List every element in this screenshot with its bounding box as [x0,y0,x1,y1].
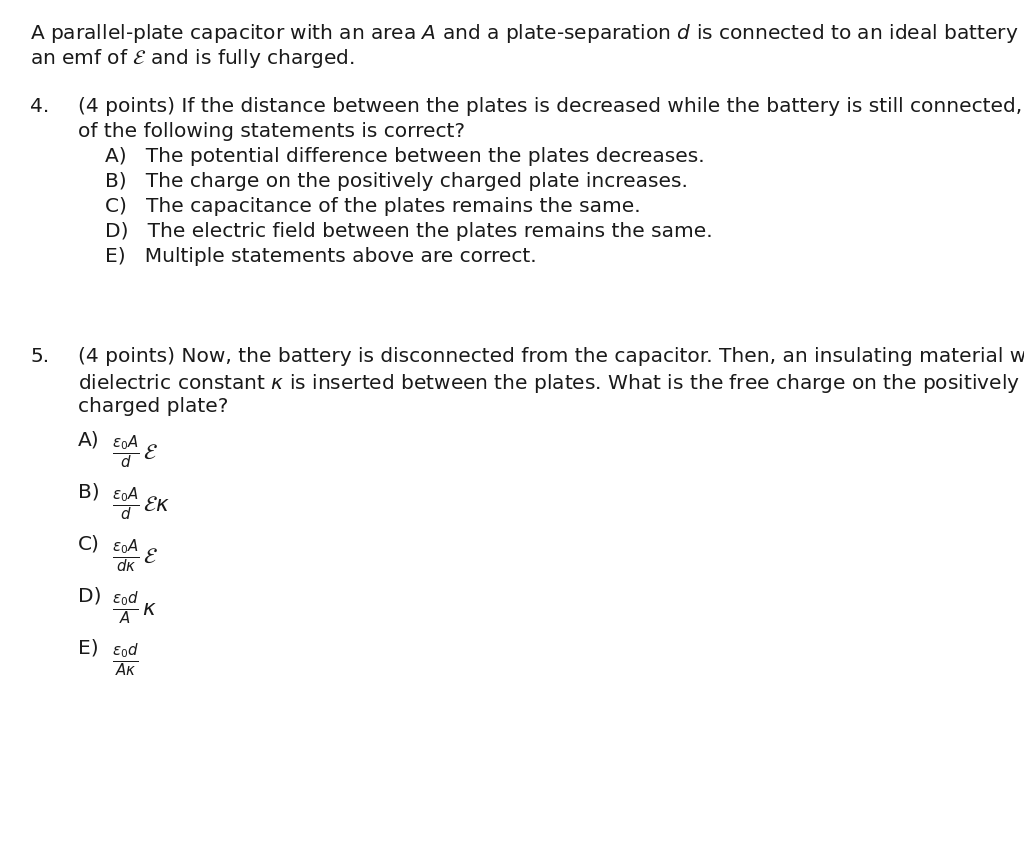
Text: A): A) [78,430,99,449]
Text: 5.: 5. [30,347,49,366]
Text: $\frac{\epsilon_0 A}{d}\,\mathcal{E}$: $\frac{\epsilon_0 A}{d}\,\mathcal{E}$ [112,434,159,471]
Text: E)   Multiple statements above are correct.: E) Multiple statements above are correct… [105,247,537,266]
Text: 4.: 4. [30,97,49,116]
Text: $\frac{\epsilon_0 d}{A\kappa}$: $\frac{\epsilon_0 d}{A\kappa}$ [112,642,139,679]
Text: $\frac{\epsilon_0 d}{A}\,\kappa$: $\frac{\epsilon_0 d}{A}\,\kappa$ [112,590,158,627]
Text: (4 points) Now, the battery is disconnected from the capacitor. Then, an insulat: (4 points) Now, the battery is disconnec… [78,347,1024,366]
Text: of the following statements is correct?: of the following statements is correct? [78,122,465,141]
Text: charged plate?: charged plate? [78,397,228,416]
Text: C): C) [78,534,100,553]
Text: A parallel-plate capacitor with an area $A$ and a plate-separation $d$ is connec: A parallel-plate capacitor with an area … [30,22,1024,45]
Text: D)   The electric field between the plates remains the same.: D) The electric field between the plates… [105,222,713,241]
Text: A)   The potential difference between the plates decreases.: A) The potential difference between the … [105,147,705,166]
Text: $\frac{\epsilon_0 A}{d}\,\mathcal{E}\kappa$: $\frac{\epsilon_0 A}{d}\,\mathcal{E}\kap… [112,486,170,524]
Text: an emf of $\mathcal{E}$ and is fully charged.: an emf of $\mathcal{E}$ and is fully cha… [30,47,355,70]
Text: E): E) [78,638,98,657]
Text: B): B) [78,482,99,501]
Text: dielectric constant $\kappa$ is inserted between the plates. What is the free ch: dielectric constant $\kappa$ is inserted… [78,372,1020,395]
Text: C)   The capacitance of the plates remains the same.: C) The capacitance of the plates remains… [105,197,641,216]
Text: (4 points) If the distance between the plates is decreased while the battery is : (4 points) If the distance between the p… [78,97,1024,116]
Text: B)   The charge on the positively charged plate increases.: B) The charge on the positively charged … [105,172,688,191]
Text: D): D) [78,586,101,605]
Text: $\frac{\epsilon_0 A}{d\kappa}\,\mathcal{E}$: $\frac{\epsilon_0 A}{d\kappa}\,\mathcal{… [112,538,159,575]
